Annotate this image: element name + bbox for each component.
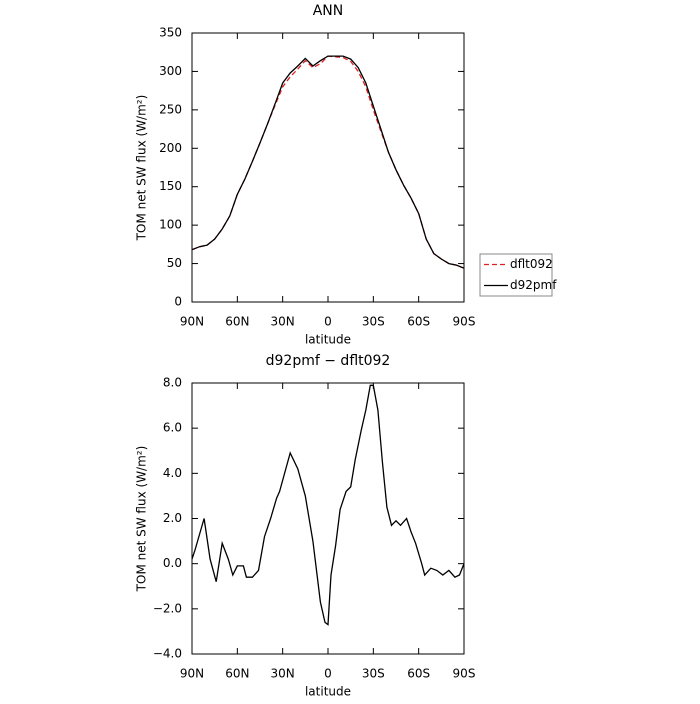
x-tick-label: 0 bbox=[324, 667, 332, 681]
y-axis-label: TOM net SW flux (W/m²) bbox=[135, 95, 149, 242]
y-tick-label: 8.0 bbox=[163, 376, 182, 390]
x-tick-label: 30N bbox=[271, 315, 295, 329]
x-axis-label: latitude bbox=[305, 685, 351, 699]
y-tick-label: 150 bbox=[159, 179, 182, 193]
y-tick-label: −4.0 bbox=[153, 647, 182, 661]
data-line bbox=[191, 55, 465, 269]
y-tick-label: 0.0 bbox=[163, 556, 182, 570]
y-tick-label: 0 bbox=[174, 295, 182, 309]
x-axis-label: latitude bbox=[305, 333, 351, 347]
x-tick-label: 60N bbox=[225, 315, 249, 329]
chart-title: d92pmf − dflt092 bbox=[266, 353, 391, 369]
x-tick-label: 90S bbox=[453, 315, 476, 329]
x-tick-label: 30S bbox=[362, 667, 385, 681]
y-tick-label: 350 bbox=[159, 26, 182, 40]
y-tick-label: 250 bbox=[159, 102, 182, 116]
y-axis-label: TOM net SW flux (W/m²) bbox=[135, 446, 149, 593]
data-line bbox=[191, 55, 465, 269]
x-tick-label: 30N bbox=[271, 667, 295, 681]
plot-frame bbox=[191, 32, 465, 303]
x-tick-label: 60N bbox=[225, 667, 249, 681]
x-tick-label: 90N bbox=[180, 315, 204, 329]
x-tick-label: 90S bbox=[453, 667, 476, 681]
data-line bbox=[191, 384, 465, 626]
x-tick-label: 60S bbox=[407, 315, 430, 329]
y-tick-label: 300 bbox=[159, 64, 182, 78]
x-tick-label: 60S bbox=[407, 667, 430, 681]
x-tick-label: 90N bbox=[180, 667, 204, 681]
x-tick-label: 30S bbox=[362, 315, 385, 329]
plot-frame bbox=[191, 382, 465, 655]
y-tick-label: 6.0 bbox=[163, 421, 182, 435]
x-tick-label: 0 bbox=[324, 315, 332, 329]
y-tick-label: 2.0 bbox=[163, 511, 182, 525]
chart-title: ANN bbox=[313, 3, 344, 19]
legend-label: d92pmf bbox=[510, 278, 557, 292]
y-tick-label: 100 bbox=[159, 218, 182, 232]
legend-box bbox=[479, 253, 553, 297]
y-tick-label: 4.0 bbox=[163, 466, 182, 480]
y-tick-label: −2.0 bbox=[153, 601, 182, 615]
y-tick-label: 200 bbox=[159, 141, 182, 155]
legend-label: dflt092 bbox=[510, 257, 553, 271]
y-tick-label: 50 bbox=[167, 256, 182, 270]
